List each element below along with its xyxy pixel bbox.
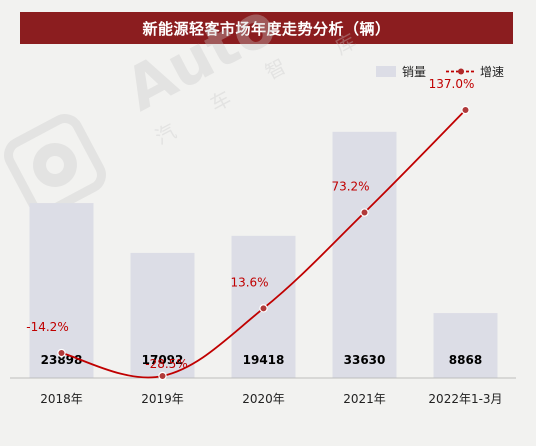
growth-labels: -14.2% -28.5% 13.6% 73.2% 137.0%	[26, 77, 474, 371]
legend-swatch-growth-dot	[458, 68, 464, 75]
growth-label: 73.2%	[331, 180, 369, 194]
legend-label-growth: 增速	[480, 65, 504, 79]
legend: 销量 增速	[376, 65, 504, 79]
bar	[433, 313, 498, 378]
growth-label: 13.6%	[230, 275, 268, 289]
bar-value-label: 8868	[449, 353, 482, 367]
growth-label: 137.0%	[429, 77, 475, 91]
x-tick-label: 2022年1-3月	[428, 392, 502, 406]
growth-point	[57, 348, 66, 358]
bar-value-label: 17092	[142, 353, 184, 367]
growth-label: -28.5%	[145, 357, 187, 371]
watermark-logo-frame	[4, 114, 106, 216]
x-tick-label: 2020年	[242, 392, 285, 406]
watermark-char-4: 库	[331, 29, 360, 60]
growth-label: -14.2%	[26, 320, 68, 334]
x-tick-label: 2021年	[343, 392, 386, 406]
growth-point	[259, 304, 268, 313]
chart-title: 新能源轻客市场年度走势分析（辆）	[20, 12, 513, 44]
legend-label-sales: 销量	[402, 65, 426, 79]
bar-value-labels: 23898 17092 19418 33630 8868	[41, 353, 483, 367]
x-axis-ticks: 2018年 2019年 2020年 2021年 2022年1-3月	[40, 392, 502, 406]
watermark-char-1: 汽	[151, 119, 180, 150]
growth-point	[461, 105, 470, 115]
legend-swatch-sales	[376, 66, 396, 77]
bar-value-label: 19418	[243, 353, 285, 367]
x-tick-label: 2019年	[141, 392, 184, 406]
watermark: Auto 汽 车 智 库	[4, 0, 360, 216]
bar	[130, 252, 195, 378]
growth-point	[360, 208, 369, 217]
bar-value-label: 33630	[344, 353, 386, 367]
growth-line-series	[57, 105, 470, 381]
watermark-logo-eye	[33, 143, 77, 187]
watermark-logo-pupil	[46, 156, 64, 174]
growth-point	[158, 371, 167, 381]
x-tick-label: 2018年	[40, 392, 83, 406]
bar	[332, 131, 397, 378]
